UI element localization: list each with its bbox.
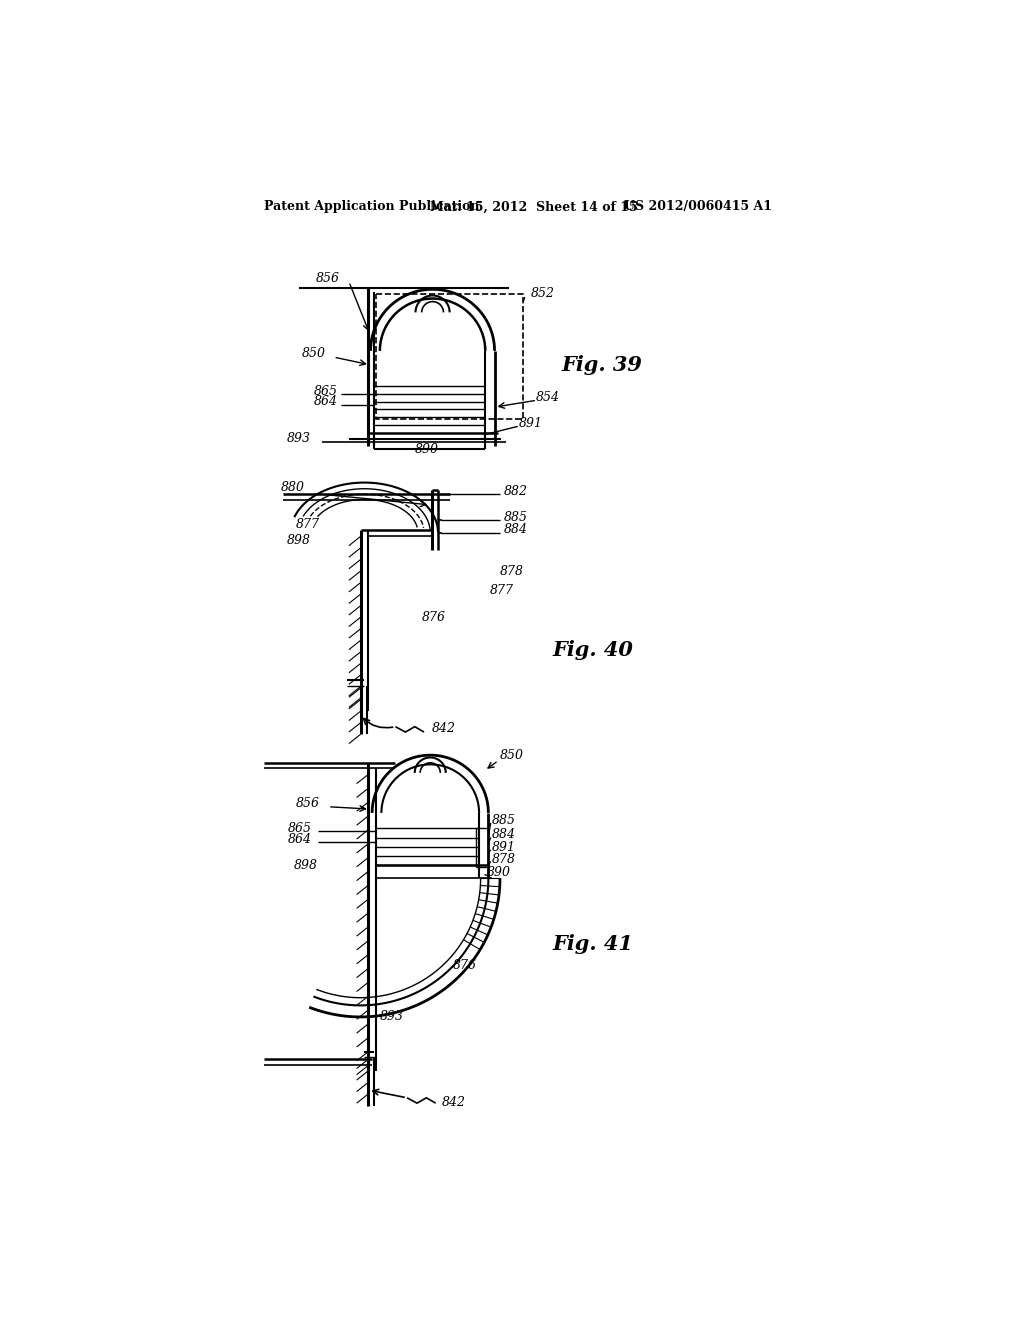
Text: Fig. 39: Fig. 39 [562,355,643,375]
Text: 890: 890 [486,866,510,879]
Text: 891: 891 [519,417,543,430]
Text: 852: 852 [530,288,555,301]
Text: 877: 877 [489,583,514,597]
Text: 898: 898 [287,533,310,546]
Text: 856: 856 [316,272,340,285]
Text: 850: 850 [302,347,326,360]
Text: 898: 898 [294,859,318,871]
Text: 865: 865 [313,385,338,399]
Text: 864: 864 [288,833,312,846]
Text: 893: 893 [380,1010,403,1023]
Text: 842: 842 [432,722,457,735]
Text: 884: 884 [504,523,527,536]
Text: 865: 865 [288,822,312,834]
Text: 876: 876 [454,958,477,972]
Text: 856: 856 [296,797,319,810]
Text: 882: 882 [504,484,527,498]
Text: 842: 842 [441,1096,466,1109]
Text: Fig. 41: Fig. 41 [553,933,634,954]
Text: 878: 878 [500,565,523,578]
Text: 893: 893 [287,432,310,445]
Text: 880: 880 [281,482,305,495]
Text: 864: 864 [313,395,338,408]
Text: 854: 854 [536,391,560,404]
Text: 891: 891 [492,841,516,854]
Text: Mar. 15, 2012  Sheet 14 of 15: Mar. 15, 2012 Sheet 14 of 15 [430,201,638,214]
Text: US 2012/0060415 A1: US 2012/0060415 A1 [624,201,772,214]
Text: 878: 878 [492,853,516,866]
Text: Patent Application Publication: Patent Application Publication [263,201,479,214]
Text: 850: 850 [500,748,523,762]
Text: 877: 877 [296,517,319,531]
Text: 884: 884 [492,828,516,841]
Text: Fig. 40: Fig. 40 [553,640,634,660]
Text: 885: 885 [504,511,527,524]
Text: 890: 890 [415,444,438,455]
Bar [376,294,523,418]
Text: 876: 876 [422,611,446,624]
Text: 885: 885 [492,814,516,828]
